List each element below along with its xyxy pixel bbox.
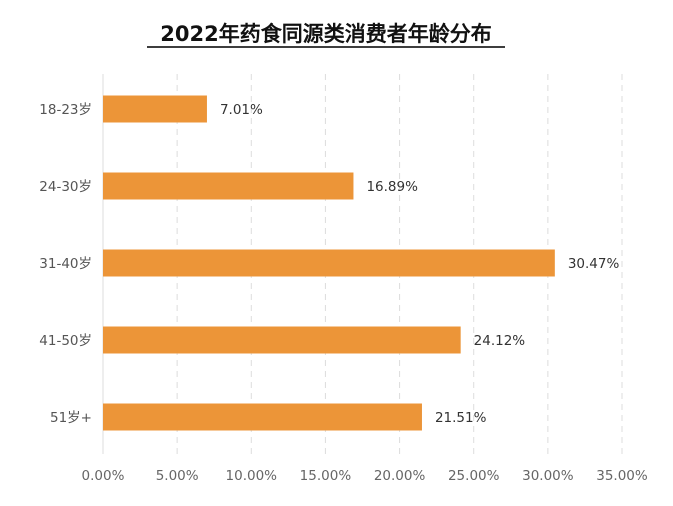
x-tick-label: 5.00% [156,468,199,484]
x-axis-ticks: 0.00% 5.00% 10.00% 15.00% 20.00% 25.00% 30.00%… [82,468,648,484]
x-tick-label: 25.00% [448,468,500,484]
bar [103,249,555,277]
x-tick-label: 15.00% [300,468,352,484]
data-label: 21.51% [435,410,487,426]
x-tick-label: 0.00% [82,468,125,484]
x-tick-label: 30.00% [522,468,574,484]
bar [103,95,207,123]
category-label: 18-23岁 [39,102,92,118]
x-tick-label: 35.00% [596,468,648,484]
x-tick-label: 20.00% [374,468,426,484]
category-label: 51岁+ [50,410,92,426]
chart-title: 2022年药食同源类消费者年龄分布 [160,22,491,46]
bar [103,403,422,431]
data-label: 30.47% [568,256,620,272]
category-label: 31-40岁 [39,256,92,272]
bars [103,95,555,431]
category-labels: 18-23岁 24-30岁 31-40岁 41-50岁 51岁+ [39,102,92,426]
category-label: 41-50岁 [39,333,92,349]
category-label: 24-30岁 [39,179,92,195]
data-label: 16.89% [366,179,418,195]
x-tick-label: 10.00% [226,468,278,484]
bar [103,326,461,354]
bar [103,172,354,200]
data-label: 24.12% [474,333,526,349]
data-label: 7.01% [220,102,263,118]
data-labels: 7.01% 16.89% 30.47% 24.12% 21.51% [220,102,620,426]
